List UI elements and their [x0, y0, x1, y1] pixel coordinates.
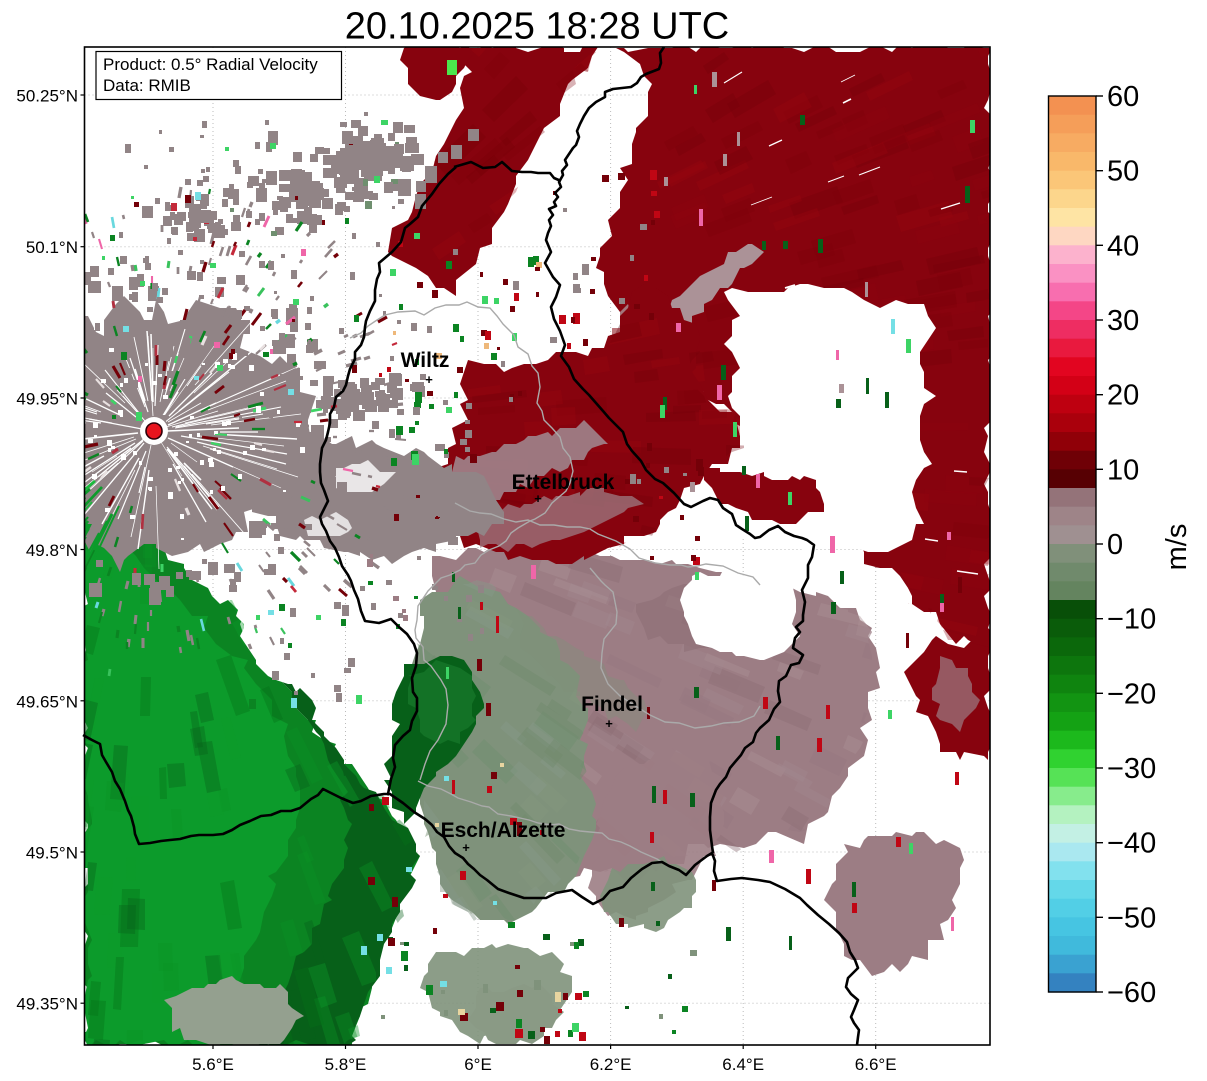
svg-text:+: +	[605, 716, 613, 731]
svg-text:+: +	[462, 840, 470, 855]
svg-text:0: 0	[1107, 529, 1123, 561]
svg-text:40: 40	[1107, 230, 1139, 262]
svg-text:+: +	[534, 491, 542, 506]
svg-text:49.65°N: 49.65°N	[16, 692, 78, 711]
svg-text:49.95°N: 49.95°N	[16, 390, 78, 409]
svg-text:Wiltz: Wiltz	[401, 349, 450, 372]
svg-text:20.10.2025 18:28 UTC: 20.10.2025 18:28 UTC	[345, 6, 730, 48]
svg-text:6.2°E: 6.2°E	[590, 1055, 632, 1074]
svg-text:6.6°E: 6.6°E	[855, 1055, 897, 1074]
svg-text:30: 30	[1107, 305, 1139, 337]
svg-text:5.6°E: 5.6°E	[192, 1055, 234, 1074]
svg-text:−40: −40	[1107, 828, 1156, 860]
svg-text:−20: −20	[1107, 678, 1156, 710]
svg-text:m/s: m/s	[1161, 524, 1193, 571]
svg-text:5.8°E: 5.8°E	[325, 1055, 367, 1074]
svg-text:50.25°N: 50.25°N	[16, 87, 78, 106]
svg-text:−10: −10	[1107, 604, 1156, 636]
svg-text:49.8°N: 49.8°N	[26, 541, 78, 560]
svg-text:10: 10	[1107, 454, 1139, 486]
svg-text:50: 50	[1107, 156, 1139, 188]
svg-text:+: +	[425, 372, 433, 387]
svg-text:−60: −60	[1107, 977, 1156, 1009]
svg-text:49.35°N: 49.35°N	[16, 995, 78, 1014]
svg-text:49.5°N: 49.5°N	[26, 844, 78, 863]
svg-text:Ettelbruck: Ettelbruck	[512, 471, 615, 494]
svg-text:60: 60	[1107, 81, 1139, 113]
svg-text:Findel: Findel	[581, 693, 643, 716]
svg-text:Product: 0.5° Radial Velocity: Product: 0.5° Radial Velocity	[103, 55, 318, 74]
svg-text:50.1°N: 50.1°N	[26, 238, 78, 257]
svg-text:6.4°E: 6.4°E	[722, 1055, 764, 1074]
svg-text:Esch/Alzette: Esch/Alzette	[441, 819, 566, 842]
svg-text:−30: −30	[1107, 753, 1156, 785]
svg-text:20: 20	[1107, 380, 1139, 412]
svg-text:Data: RMIB: Data: RMIB	[103, 76, 191, 95]
svg-text:−50: −50	[1107, 902, 1156, 934]
svg-text:6°E: 6°E	[464, 1055, 492, 1074]
